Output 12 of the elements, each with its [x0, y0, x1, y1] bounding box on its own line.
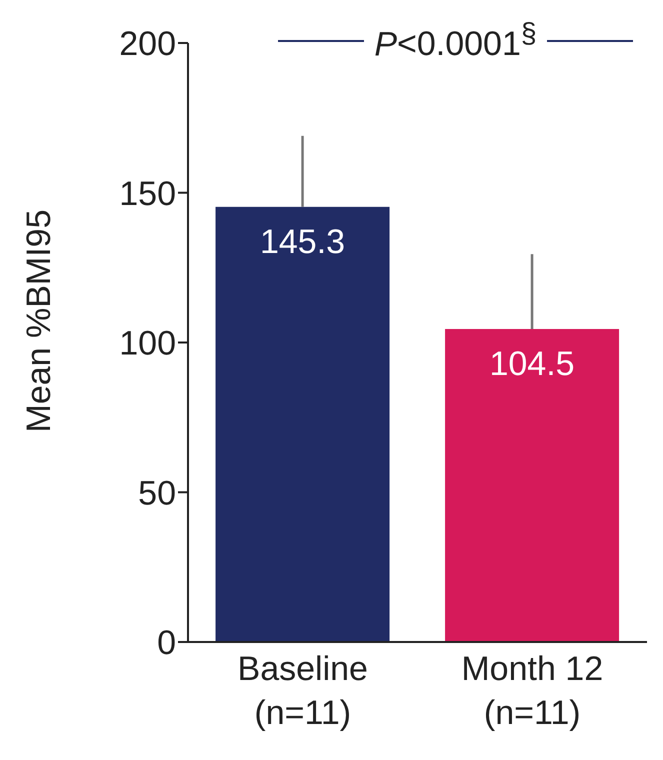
y-tick-label: 150 [119, 174, 176, 213]
significance-bracket: P<0.0001$^{§}$ [278, 18, 633, 64]
x-tick-label: Baseline (n=11) [238, 650, 368, 732]
y-tick-label: 50 [138, 474, 176, 512]
x-tick-label: Month 12 (n=11) [461, 650, 604, 732]
annotation: P<0.0001$^{§}$ [374, 18, 537, 64]
y-axis-title: Mean %BMI95 [20, 210, 58, 432]
y-tick-label: 200 [119, 25, 176, 64]
data-label: 104.5 [489, 345, 575, 384]
y-tick-label: 0 [157, 624, 176, 662]
y-tick-label: 100 [119, 324, 176, 363]
data-label: 145.3 [260, 222, 346, 261]
